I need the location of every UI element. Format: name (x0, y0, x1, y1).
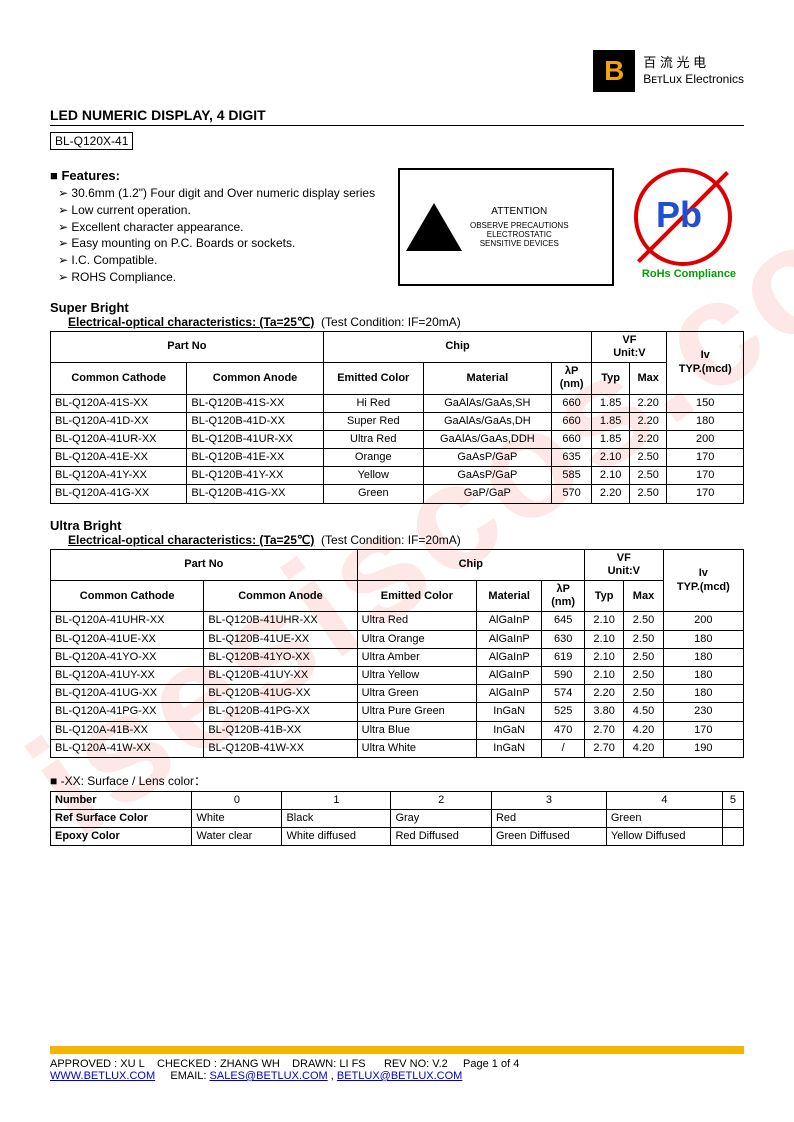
sb-h-typ: Typ (592, 363, 630, 394)
logo-letter: B (604, 55, 624, 87)
logo-cn: 百 流 光 电 (643, 55, 744, 72)
esd-line1: OBSERVE PRECAUTIONS (470, 221, 569, 230)
table-row: BL-Q120A-41UR-XXBL-Q120B-41UR-XXUltra Re… (51, 430, 744, 448)
sb-h-emit: Emitted Color (323, 363, 423, 394)
ub-h-typ: Typ (584, 581, 623, 612)
esd-warning: ATTENTION OBSERVE PRECAUTIONS ELECTROSTA… (398, 168, 614, 286)
ub-h-nm: (nm) (551, 596, 575, 608)
footer: APPROVED : XU L CHECKED : ZHANG WH DRAWN… (50, 1046, 744, 1082)
logo-square: B (593, 50, 635, 92)
ub-h-chip: Chip (459, 558, 483, 570)
ub-h-vf: VF (617, 552, 631, 564)
table-row: BL-Q120A-41S-XXBL-Q120B-41S-XXHi RedGaAl… (51, 394, 744, 412)
esd-line2: ELECTROSTATIC (470, 230, 569, 239)
ub-h-ivunit: TYP.(mcd) (677, 581, 730, 593)
feature-item: 30.6mm (1.2") Four digit and Over numeri… (58, 185, 378, 202)
footer-checked: CHECKED : ZHANG WH (157, 1058, 280, 1070)
feature-item: Excellent character appearance. (58, 219, 378, 236)
footer-bar (50, 1046, 744, 1054)
footer-page: Page 1 of 4 (463, 1058, 519, 1070)
title-row: LED NUMERIC DISPLAY, 4 DIGIT (50, 107, 744, 126)
table-row: BL-Q120A-41G-XXBL-Q120B-41G-XXGreenGaP/G… (51, 485, 744, 503)
sb-h-max: Max (629, 363, 667, 394)
ub-h-iv: Iv (699, 567, 708, 579)
ub-h-lp: λP (556, 583, 569, 595)
table-row: BL-Q120A-41E-XXBL-Q120B-41E-XXOrangeGaAs… (51, 449, 744, 467)
sb-condition: (Test Condition: IF=20mA) (321, 315, 461, 329)
sb-h-vf: VF (622, 334, 636, 346)
footer-email2[interactable]: BETLUX@BETLUX.COM (337, 1070, 462, 1082)
table-row: BL-Q120A-41PG-XXBL-Q120B-41PG-XXUltra Pu… (51, 703, 744, 721)
ub-h-emit: Emitted Color (357, 581, 476, 612)
feature-item: I.C. Compatible. (58, 252, 378, 269)
page-title: LED NUMERIC DISPLAY, 4 DIGIT (50, 107, 266, 123)
ub-h-ca: Common Anode (204, 581, 357, 612)
footer-email1[interactable]: SALES@BETLUX.COM (210, 1070, 328, 1082)
features-list: 30.6mm (1.2") Four digit and Over numeri… (58, 185, 378, 286)
ub-h-partno: Part No (184, 558, 223, 570)
ub-condition: (Test Condition: IF=20mA) (321, 533, 461, 547)
features-title: Features: (50, 168, 378, 183)
sb-h-lp: λP (565, 365, 578, 377)
table-row: BL-Q120A-41UG-XXBL-Q120B-41UG-XXUltra Gr… (51, 685, 744, 703)
logo-en: BᴇᴛLux Electronics (643, 72, 744, 88)
ub-h-vfunit: Unit:V (608, 565, 640, 577)
sb-h-chip: Chip (445, 340, 469, 352)
lens-note: -XX: Surface / Lens color： (50, 772, 744, 789)
features: Features: 30.6mm (1.2") Four digit and O… (50, 168, 378, 286)
ultra-bright-table: Part No Chip VFUnit:V Iv TYP.(mcd) Common… (50, 549, 744, 758)
rohs-label: RoHs Compliance (634, 268, 744, 280)
table-row: BL-Q120A-41D-XXBL-Q120B-41D-XXSuper RedG… (51, 412, 744, 430)
super-bright-title: Super Bright (50, 300, 744, 315)
table-row: BL-Q120A-41UHR-XXBL-Q120B-41UHR-XXUltra … (51, 612, 744, 630)
table-row: BL-Q120A-41UY-XXBL-Q120B-41UY-XXUltra Ye… (51, 666, 744, 684)
esd-triangle-icon (406, 203, 462, 251)
lens-table: Number012345Ref Surface ColorWhiteBlackG… (50, 791, 744, 847)
sb-h-partno: Part No (167, 340, 206, 352)
table-row: BL-Q120A-41B-XXBL-Q120B-41B-XXUltra Blue… (51, 721, 744, 739)
ub-h-max: Max (624, 581, 663, 612)
sb-subtitle: Electrical-optical characteristics: (Ta=… (68, 315, 314, 329)
ultra-bright-title: Ultra Bright (50, 518, 744, 533)
sb-h-vfunit: Unit:V (613, 347, 645, 359)
ub-subtitle: Electrical-optical characteristics: (Ta=… (68, 533, 314, 547)
part-number: BL-Q120X-41 (50, 132, 133, 150)
sb-h-mat: Material (423, 363, 551, 394)
sb-h-ca: Common Anode (187, 363, 323, 394)
table-row: BL-Q120A-41Y-XXBL-Q120B-41Y-XXYellowGaAs… (51, 467, 744, 485)
feature-item: Easy mounting on P.C. Boards or sockets. (58, 235, 378, 252)
footer-email-label: EMAIL: (170, 1070, 206, 1082)
feature-item: Low current operation. (58, 202, 378, 219)
footer-approved: APPROVED : XU L (50, 1058, 145, 1070)
logo: B 百 流 光 电 BᴇᴛLux Electronics (593, 50, 744, 92)
rohs-pb: Pb (656, 194, 702, 236)
sb-h-iv: Iv (701, 349, 710, 361)
footer-url[interactable]: WWW.BETLUX.COM (50, 1070, 155, 1082)
sb-h-cc: Common Cathode (51, 363, 187, 394)
super-bright-table: Part No Chip VFUnit:V Iv TYP.(mcd) Common… (50, 331, 744, 504)
esd-line3: SENSITIVE DEVICES (470, 239, 569, 248)
footer-drawn: DRAWN: LI FS (292, 1058, 366, 1070)
table-row: BL-Q120A-41W-XXBL-Q120B-41W-XXUltra Whit… (51, 739, 744, 757)
esd-attention: ATTENTION (470, 206, 569, 217)
footer-rev: REV NO: V.2 (384, 1058, 448, 1070)
feature-item: ROHS Compliance. (58, 269, 378, 286)
table-row: BL-Q120A-41UE-XXBL-Q120B-41UE-XXUltra Or… (51, 630, 744, 648)
ub-h-cc: Common Cathode (51, 581, 204, 612)
sb-h-nm: (nm) (560, 378, 584, 390)
ub-h-mat: Material (476, 581, 541, 612)
header: B 百 流 光 电 BᴇᴛLux Electronics (50, 50, 744, 92)
sb-h-ivunit: TYP.(mcd) (679, 363, 732, 375)
table-row: BL-Q120A-41YO-XXBL-Q120B-41YO-XXUltra Am… (51, 648, 744, 666)
rohs-badge: Pb RoHs Compliance (634, 168, 744, 278)
